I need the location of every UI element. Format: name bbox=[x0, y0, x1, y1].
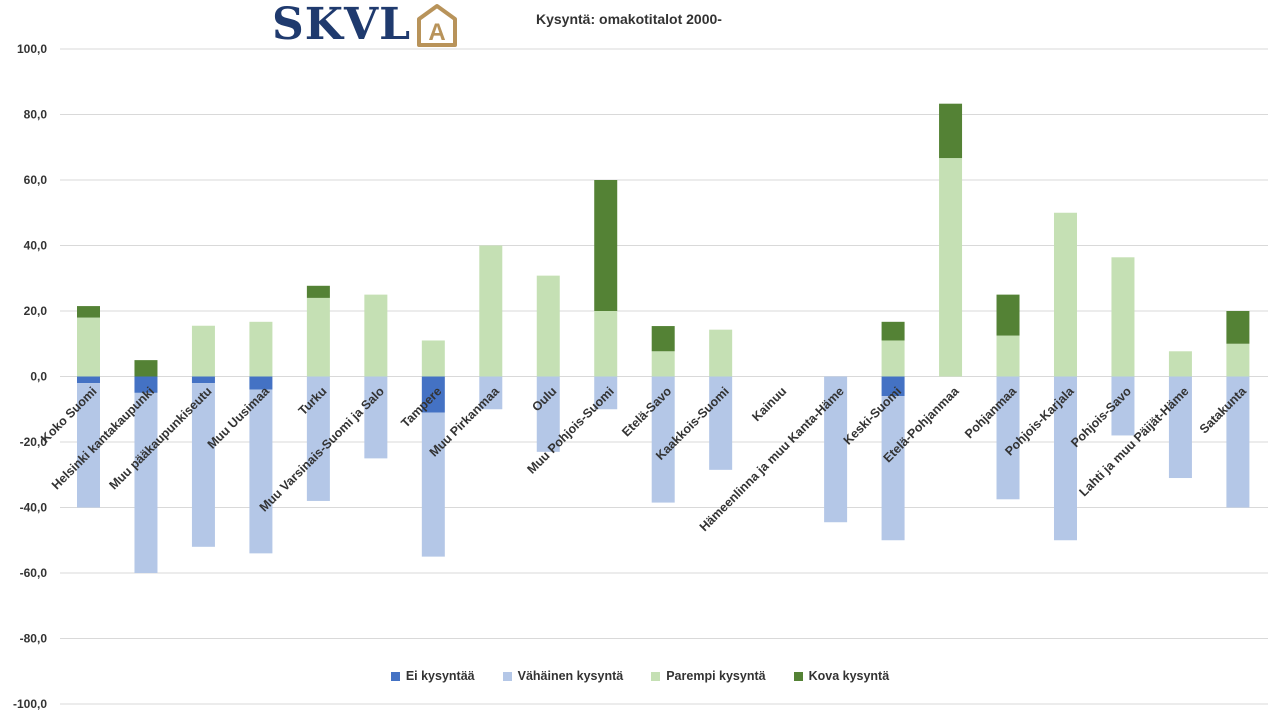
bar-segment bbox=[421, 340, 445, 377]
bar-segment bbox=[651, 326, 675, 352]
bar-segment bbox=[594, 376, 618, 410]
bar-segment bbox=[709, 329, 733, 377]
bar-segment bbox=[191, 383, 215, 547]
y-tick-label: -60,0 bbox=[20, 566, 48, 580]
bar-segment bbox=[191, 325, 215, 377]
x-category-label: Kainuu bbox=[749, 384, 789, 424]
bar-segment bbox=[996, 376, 1020, 500]
bar-segment bbox=[1226, 311, 1250, 344]
bar-segment bbox=[1053, 376, 1077, 541]
legend-label: Kova kysyntä bbox=[808, 669, 890, 683]
bar-segment bbox=[134, 376, 158, 393]
bar-segment bbox=[249, 376, 273, 390]
logo-mark-letter: A bbox=[428, 19, 445, 46]
bar-segment bbox=[594, 311, 618, 377]
y-tick-label: -40,0 bbox=[20, 501, 48, 515]
bar-segment bbox=[651, 351, 675, 377]
legend-label: Ei kysyntää bbox=[405, 669, 475, 683]
bar-segment bbox=[594, 180, 618, 311]
bar-segment bbox=[651, 376, 675, 503]
bar-segment bbox=[824, 376, 848, 523]
bar-segment bbox=[306, 285, 330, 298]
bar-segment bbox=[306, 376, 330, 501]
bar-series bbox=[77, 103, 1250, 573]
bar-segment bbox=[1111, 257, 1135, 377]
bar-segment bbox=[1053, 212, 1077, 377]
bar-segment bbox=[1168, 376, 1192, 479]
y-tick-label: 80,0 bbox=[24, 108, 48, 122]
bar-segment bbox=[939, 103, 963, 159]
bar-segment bbox=[77, 383, 100, 508]
bar-segment bbox=[249, 321, 273, 377]
legend-swatch bbox=[502, 671, 512, 681]
bar-segment bbox=[134, 392, 158, 573]
legend-item: Parempi kysyntä bbox=[651, 669, 766, 683]
bar-segment bbox=[364, 376, 388, 459]
y-axis-tick-labels: -100,0 -80,0 -60,0 -40,0 -20,0 0,0 20,0 40,0 60,… bbox=[13, 42, 47, 711]
chart-title: Kysyntä: omakotitalot 2000- bbox=[536, 11, 722, 27]
bar-segment bbox=[77, 376, 100, 384]
y-tick-label: 40,0 bbox=[24, 239, 48, 253]
y-tick-label: 60,0 bbox=[24, 173, 48, 187]
bar-segment bbox=[421, 376, 445, 413]
bar-segment bbox=[881, 376, 905, 397]
chart-legend: Ei kysyntää Vähäinen kysyntä Parempi kysyn… bbox=[0, 669, 1280, 683]
bar-segment bbox=[939, 158, 963, 377]
y-tick-label: 100,0 bbox=[17, 42, 47, 56]
legend-swatch bbox=[793, 671, 803, 681]
legend-label: Vähäinen kysyntä bbox=[517, 669, 624, 683]
legend-swatch bbox=[390, 671, 400, 681]
bar-segment bbox=[77, 317, 100, 377]
bar-segment bbox=[306, 297, 330, 377]
bar-segment bbox=[881, 396, 905, 541]
bar-segment bbox=[536, 376, 560, 452]
logo-wordmark: SKVL bbox=[272, 0, 412, 50]
legend-item: Kova kysyntä bbox=[793, 669, 890, 683]
bar-segment bbox=[996, 294, 1020, 336]
legend-swatch bbox=[651, 671, 661, 681]
legend-label: Parempi kysyntä bbox=[666, 669, 766, 683]
house-a-logo-icon: A bbox=[417, 4, 458, 47]
bar-segment bbox=[1168, 351, 1192, 377]
y-tick-label: -100,0 bbox=[13, 697, 47, 711]
bar-segment bbox=[421, 412, 445, 557]
bar-segment bbox=[709, 376, 733, 470]
y-tick-label: -80,0 bbox=[20, 632, 48, 646]
bar-segment bbox=[479, 376, 503, 410]
bar-segment bbox=[536, 275, 560, 377]
bar-segment bbox=[1226, 343, 1250, 377]
bar-segment bbox=[1111, 376, 1135, 436]
bar-segment bbox=[191, 376, 215, 384]
bar-segment bbox=[249, 389, 273, 554]
bar-segment bbox=[996, 335, 1020, 377]
bar-segment bbox=[479, 245, 503, 377]
skvl-logo: SKVL A bbox=[272, 2, 459, 48]
bar-segment bbox=[364, 294, 388, 377]
legend-item: Vähäinen kysyntä bbox=[502, 669, 624, 683]
y-tick-label: 20,0 bbox=[24, 304, 48, 318]
bar-segment bbox=[881, 340, 905, 377]
bar-segment bbox=[77, 306, 100, 318]
y-tick-label: 0,0 bbox=[30, 370, 47, 384]
bar-segment bbox=[134, 360, 158, 377]
bar-segment bbox=[1226, 376, 1250, 508]
bar-segment bbox=[881, 321, 905, 341]
legend-item: Ei kysyntää bbox=[390, 669, 475, 683]
y-tick-label: -20,0 bbox=[20, 435, 48, 449]
